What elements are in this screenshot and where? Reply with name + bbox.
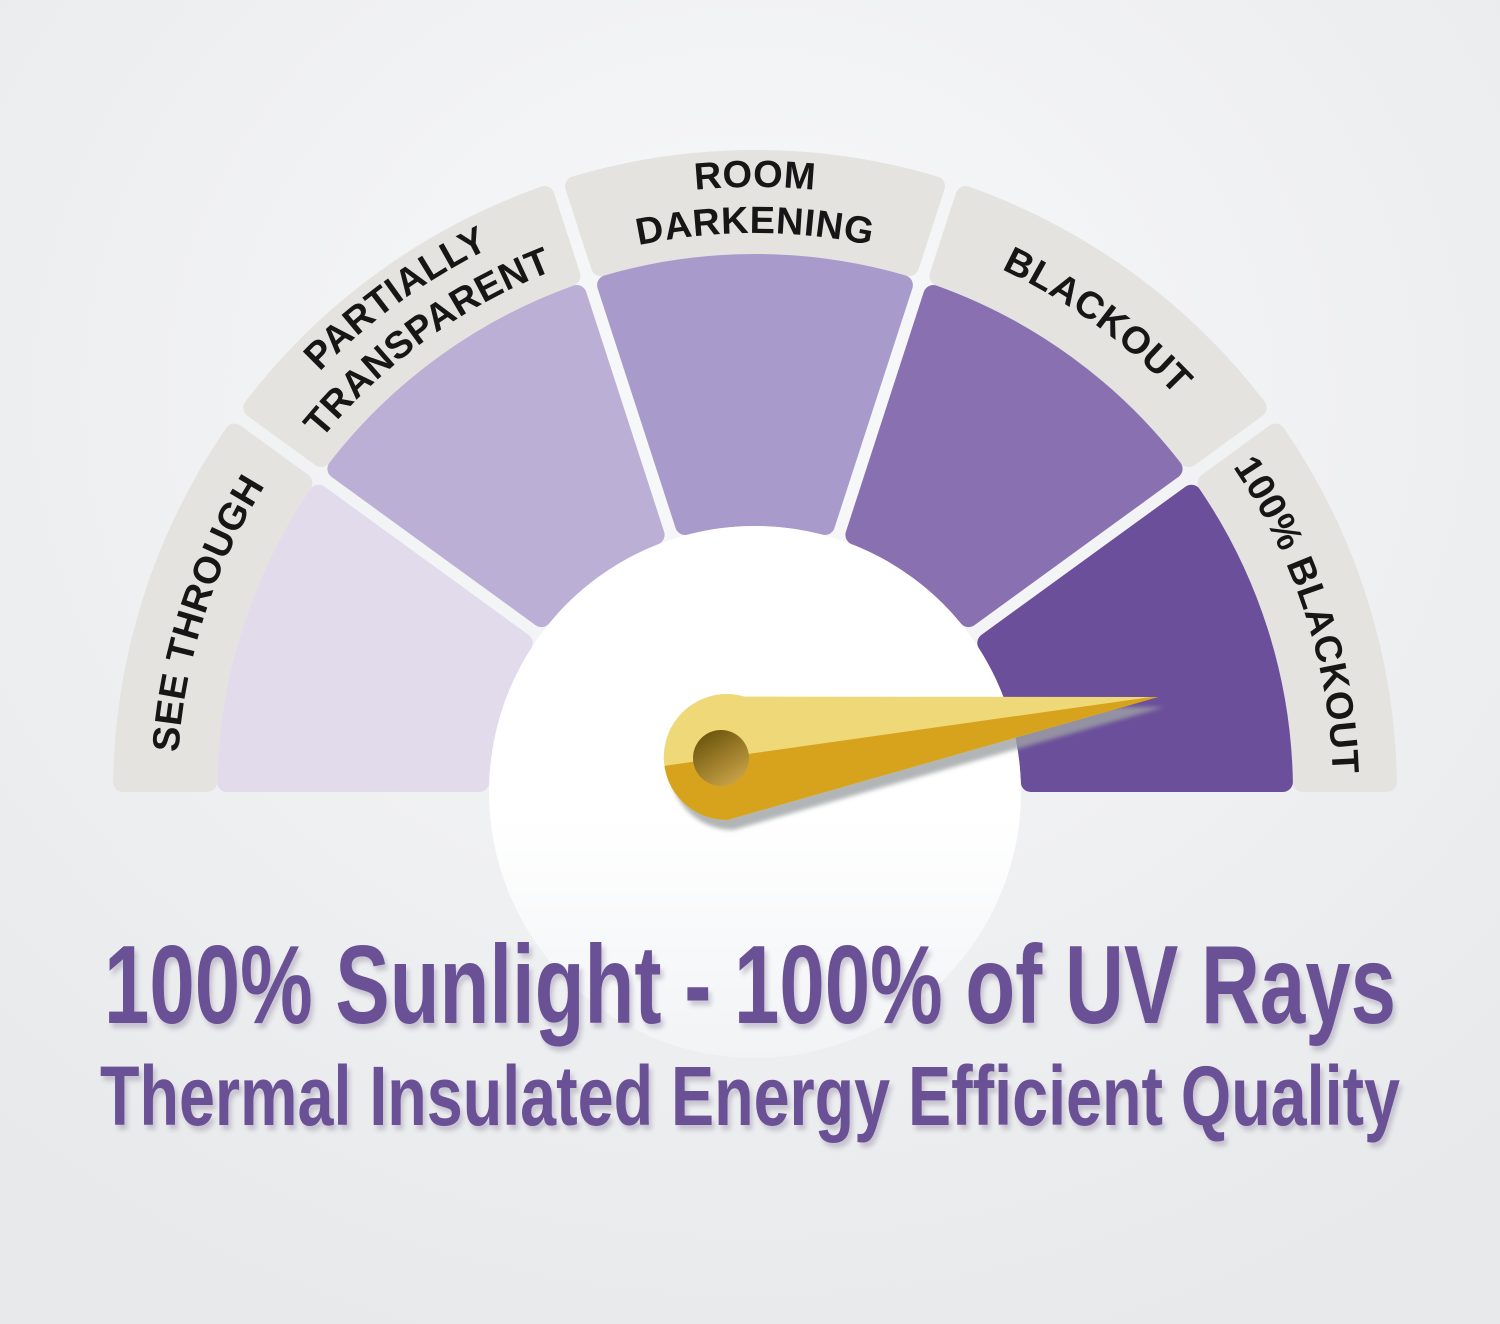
- caption-line1: 100% Sunlight - 100% of UV Rays: [104, 923, 1396, 1047]
- gauge-segment-room-darkening: [597, 253, 913, 535]
- gauge-needle: [663, 694, 1164, 831]
- needle-hub-hole: [693, 730, 749, 786]
- gauge-band-partially-transparent: [243, 186, 581, 468]
- gauge-segments-layer: [113, 150, 1397, 792]
- gauge-band-100-blackout: [1197, 423, 1397, 792]
- gauge-band-see-through: [113, 423, 313, 792]
- caption-line2-shadow: Thermal Insulated Energy Efficient Quali…: [103, 1054, 1403, 1148]
- gauge-segment-blackout: [845, 285, 1183, 628]
- gauge-band-blackout: [929, 186, 1267, 468]
- caption-line1-shadow: 100% Sunlight - 100% of UV Rays: [107, 928, 1399, 1052]
- caption-group: 100% Sunlight - 100% of UV Rays 100% Sun…: [100, 923, 1403, 1148]
- gauge-band-room-darkening: [565, 150, 945, 277]
- caption-line2: Thermal Insulated Energy Efficient Quali…: [100, 1049, 1400, 1143]
- gauge-segment-partially-transparent: [327, 285, 665, 628]
- gauge-label-room-darkening-line1: ROOM: [692, 154, 817, 199]
- gauge-segment-see-through: [217, 484, 533, 792]
